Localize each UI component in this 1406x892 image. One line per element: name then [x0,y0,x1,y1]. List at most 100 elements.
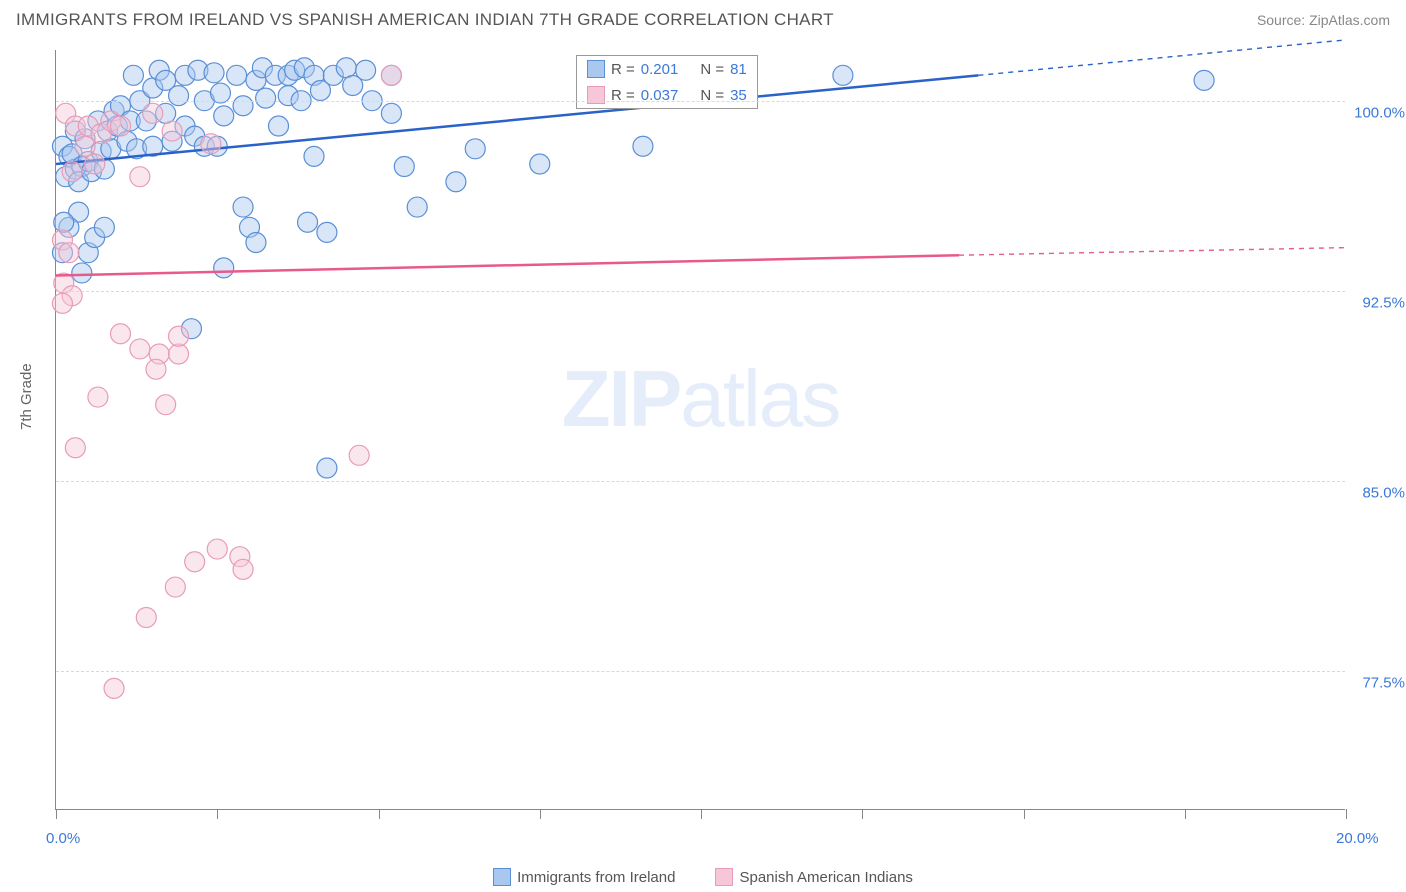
n-value: 81 [730,61,747,78]
data-point [394,157,414,177]
trend-line [56,75,978,164]
data-point [169,86,189,106]
data-point [407,197,427,217]
data-point [304,146,324,166]
legend-label: Immigrants from Ireland [517,869,675,886]
gridline [56,481,1345,482]
chart-header: IMMIGRANTS FROM IRELAND VS SPANISH AMERI… [0,0,1406,38]
data-point [465,139,485,159]
data-point [162,121,182,141]
data-point [185,552,205,572]
data-point [146,359,166,379]
data-point [317,222,337,242]
data-point [530,154,550,174]
data-point [62,162,82,182]
legend-item: Spanish American Indians [715,868,912,886]
data-point [111,116,131,136]
x-tick [1024,809,1025,819]
trend-line [56,255,959,275]
data-point [246,233,266,253]
data-point [85,154,105,174]
data-point [233,197,253,217]
data-point [349,445,369,465]
trend-line-extension [978,40,1346,75]
data-point [381,103,401,123]
data-point [72,263,92,283]
data-point [156,395,176,415]
data-point [136,607,156,627]
swatch-icon [715,868,733,886]
x-tick-label: 20.0% [1336,830,1379,847]
data-point [130,167,150,187]
trend-line-extension [959,248,1346,256]
data-point [123,65,143,85]
swatch-icon [493,868,511,886]
data-point [298,212,318,232]
chart-plot-area: R = 0.201 N = 81 R = 0.037 N = 35 ZIPatl… [55,50,1345,810]
y-tick-label: 85.0% [1362,484,1405,501]
data-point [227,65,247,85]
legend-item: Immigrants from Ireland [493,868,675,886]
data-point [207,539,227,559]
data-point [233,96,253,116]
data-point [169,344,189,364]
source-prefix: Source: [1257,12,1309,28]
legend-row: R = 0.037 N = 35 [577,82,757,108]
gridline [56,671,1345,672]
x-tick [56,809,57,819]
data-point [214,258,234,278]
swatch-icon [587,60,605,78]
r-label: R = [611,61,635,78]
x-tick [1185,809,1186,819]
data-point [65,438,85,458]
data-point [214,106,234,126]
data-point [1194,70,1214,90]
data-point [356,60,376,80]
data-point [104,678,124,698]
data-point [111,324,131,344]
n-label: N = [700,61,724,78]
data-point [317,458,337,478]
x-tick [701,809,702,819]
r-value: 0.201 [641,61,679,78]
source-name: ZipAtlas.com [1309,12,1390,28]
chart-title: IMMIGRANTS FROM IRELAND VS SPANISH AMERI… [16,10,834,30]
y-axis-label: 7th Grade [18,363,35,430]
data-point [165,577,185,597]
source-attribution: Source: ZipAtlas.com [1257,12,1390,28]
data-point [143,103,163,123]
data-point [833,65,853,85]
data-point [169,326,189,346]
scatter-plot-svg [56,50,1345,809]
data-point [52,293,72,313]
y-tick-label: 92.5% [1362,294,1405,311]
data-point [201,134,221,154]
x-tick [1346,809,1347,819]
y-tick-label: 100.0% [1354,104,1405,121]
data-point [75,136,95,156]
data-point [446,172,466,192]
x-tick [379,809,380,819]
gridline [56,291,1345,292]
data-point [130,339,150,359]
data-point [633,136,653,156]
legend-row: R = 0.201 N = 81 [577,56,757,82]
x-tick [862,809,863,819]
data-point [336,58,356,78]
y-tick-label: 77.5% [1362,674,1405,691]
data-point [204,63,224,83]
data-point [59,243,79,263]
data-point [94,217,114,237]
data-point [381,65,401,85]
x-tick-label: 0.0% [46,830,80,847]
legend-label: Spanish American Indians [739,869,912,886]
data-point [233,559,253,579]
x-tick [217,809,218,819]
data-point [269,116,289,136]
gridline [56,101,1345,102]
data-point [54,212,74,232]
data-point [256,88,276,108]
data-point [88,387,108,407]
x-tick [540,809,541,819]
legend-bottom: Immigrants from Ireland Spanish American… [0,868,1406,886]
